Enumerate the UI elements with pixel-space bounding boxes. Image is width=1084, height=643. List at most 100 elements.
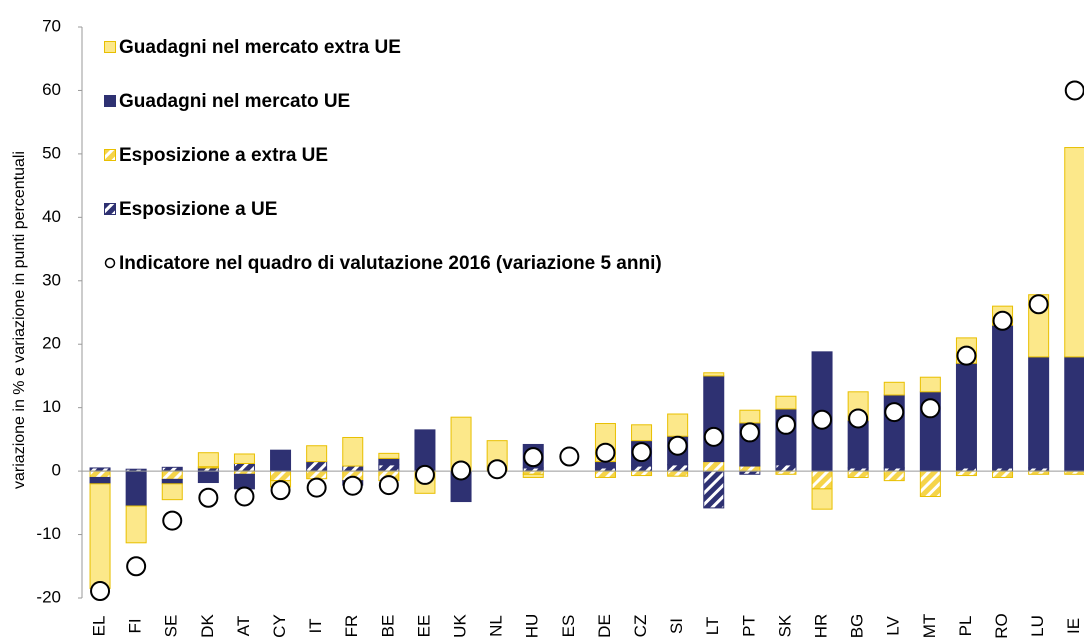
bar-segment: [703, 470, 725, 509]
bar-segment: [197, 452, 219, 468]
x-tick-label: SK: [775, 614, 794, 637]
bar-segment: [161, 478, 183, 485]
x-tick-label: EE: [414, 615, 433, 638]
y-tick-label: 50: [42, 143, 61, 162]
indicator-marker: [739, 422, 760, 443]
bar-segment: [594, 470, 616, 478]
bar-segment: [992, 470, 1014, 478]
bar-segment: [342, 465, 364, 472]
indicator-marker: [667, 435, 688, 456]
bar-segment: [955, 362, 977, 469]
x-tick-label: FI: [126, 618, 145, 633]
bar-segment: [739, 409, 761, 424]
x-tick-label: IT: [306, 618, 325, 633]
x-tick-label: MT: [920, 614, 939, 639]
x-tick-label: HU: [523, 614, 542, 639]
indicator-marker: [848, 408, 869, 429]
bar-segment: [233, 462, 255, 472]
legend-label: Esposizione a UE: [119, 199, 278, 220]
bar-segment: [89, 483, 111, 589]
bar-segment: [703, 372, 725, 377]
bar-segment: [847, 470, 869, 478]
indicator-marker: [198, 487, 219, 508]
legend-item: Guadagni nel mercato extra UE: [104, 36, 804, 90]
indicator-marker: [956, 345, 977, 366]
indicator-marker: [234, 486, 255, 507]
x-tick-label: PL: [956, 616, 975, 637]
legend-item: Guadagni nel mercato UE: [104, 90, 804, 144]
bar-segment: [811, 470, 833, 490]
indicator-marker: [884, 402, 905, 423]
y-axis-title: variazione in % e variazione in punti pe…: [11, 151, 28, 489]
bar-segment: [775, 464, 797, 472]
indicator-marker: [523, 447, 544, 468]
x-tick-label: LV: [884, 616, 903, 636]
y-tick-label: 20: [42, 334, 61, 353]
bar-segment: [233, 453, 255, 464]
bar-segment: [306, 445, 328, 463]
y-tick-label: 70: [42, 16, 61, 35]
indicator-marker: [812, 409, 833, 430]
legend-item: Esposizione a extra UE: [104, 144, 804, 198]
legend-swatch: [104, 257, 116, 269]
bar-segment: [919, 470, 941, 497]
x-tick-label: HR: [812, 614, 831, 639]
bar-segment: [667, 413, 689, 437]
bar-segment: [161, 483, 183, 501]
y-tick-label: 10: [42, 397, 61, 416]
indicator-marker: [90, 581, 111, 602]
bar-segment: [703, 375, 725, 463]
bar-segment: [306, 470, 328, 480]
bar-segment: [342, 436, 364, 467]
bar-segment: [89, 470, 111, 478]
bar-segment: [270, 449, 292, 472]
indicator-marker: [162, 510, 183, 531]
bar-segment: [306, 461, 328, 472]
bar-segment: [811, 488, 833, 510]
bar-segment: [703, 461, 725, 472]
bar-segment: [1064, 147, 1084, 358]
bar-segment: [919, 376, 941, 393]
x-tick-label: NL: [487, 615, 506, 637]
bar-segment: [955, 470, 977, 477]
legend: Guadagni nel mercato extra UE Guadagni ne…: [104, 36, 804, 306]
indicator-marker: [775, 414, 796, 435]
legend-item: Esposizione a UE: [104, 198, 804, 252]
x-tick-label: BE: [378, 615, 397, 638]
indicator-marker: [126, 556, 147, 577]
y-tick-label: 40: [42, 207, 61, 226]
indicator-marker: [378, 475, 399, 496]
legend-label: Guadagni nel mercato UE: [119, 91, 351, 112]
bar-segment: [378, 464, 400, 472]
indicator-marker: [992, 310, 1013, 331]
indicator-marker: [1028, 294, 1049, 315]
indicator-marker: [342, 475, 363, 496]
bar-segment: [631, 424, 653, 442]
indicator-marker: [631, 442, 652, 463]
legend-swatch: [104, 41, 116, 53]
bar-segment: [378, 452, 400, 459]
legend-swatch: [104, 95, 116, 107]
bar-segment: [125, 505, 147, 544]
x-tick-label: DE: [595, 614, 614, 638]
bar-segment: [197, 470, 219, 484]
x-tick-label: PT: [739, 615, 758, 637]
bar-segment: [125, 470, 147, 507]
x-tick-label: DK: [198, 614, 217, 638]
bar-segment: [992, 324, 1014, 469]
legend-swatch: [104, 203, 116, 215]
indicator-marker: [270, 480, 291, 501]
indicator-marker: [1064, 80, 1084, 101]
bar-segment: [775, 395, 797, 410]
y-tick-label: -10: [36, 524, 61, 543]
indicator-marker: [306, 477, 327, 498]
x-tick-label: IE: [1064, 618, 1083, 634]
legend-label: Esposizione a extra UE: [119, 145, 329, 166]
x-tick-label: CY: [270, 614, 289, 638]
y-tick-label: 0: [52, 461, 61, 480]
legend-swatch: [104, 149, 116, 161]
x-tick-label: FR: [342, 615, 361, 638]
indicator-marker: [703, 426, 724, 447]
bar-segment: [667, 470, 689, 477]
